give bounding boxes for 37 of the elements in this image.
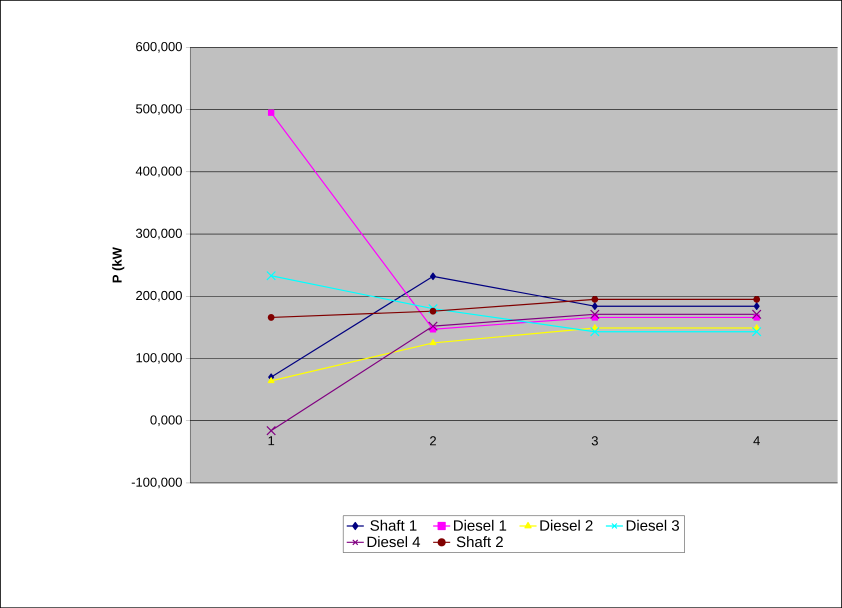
point	[430, 339, 436, 346]
point	[430, 272, 436, 280]
x-tick-label: 2	[430, 436, 436, 446]
x-tick-label: 1	[268, 436, 274, 446]
point	[430, 308, 436, 314]
y-tick-label: 600,000	[136, 42, 182, 53]
y-tick-label: 200,000	[136, 290, 182, 302]
point	[592, 302, 598, 310]
legend-label: Diesel 2	[540, 520, 593, 531]
point	[268, 314, 275, 321]
point	[590, 326, 600, 336]
legend-label: Diesel 3	[626, 520, 679, 531]
point	[268, 376, 275, 383]
legend-label: Shaft 2	[456, 536, 503, 548]
legend-label: Diesel 1	[454, 520, 506, 531]
x-tick-label: 3	[592, 436, 598, 446]
point	[266, 270, 276, 280]
point	[752, 309, 762, 320]
y-tick-label: 100,000	[136, 353, 182, 364]
x-tick-label: 4	[753, 436, 760, 446]
y-axis-title: P (kW	[112, 247, 124, 282]
point	[753, 296, 760, 303]
point	[590, 309, 600, 320]
point	[752, 326, 762, 336]
point	[428, 321, 438, 331]
y-tick-label: 400,000	[136, 166, 182, 178]
y-tick-label: -100,000	[132, 477, 182, 488]
point	[591, 296, 598, 303]
legend-label: Shaft 1	[370, 520, 416, 531]
y-tick-label: 300,000	[136, 228, 182, 240]
point	[266, 426, 276, 436]
legend-label: Diesel 4	[368, 536, 420, 548]
y-tick-label: 500,000	[136, 104, 182, 115]
point	[268, 109, 274, 116]
y-tick-label: 0,000	[150, 415, 182, 426]
point	[428, 304, 438, 314]
point	[754, 302, 760, 310]
